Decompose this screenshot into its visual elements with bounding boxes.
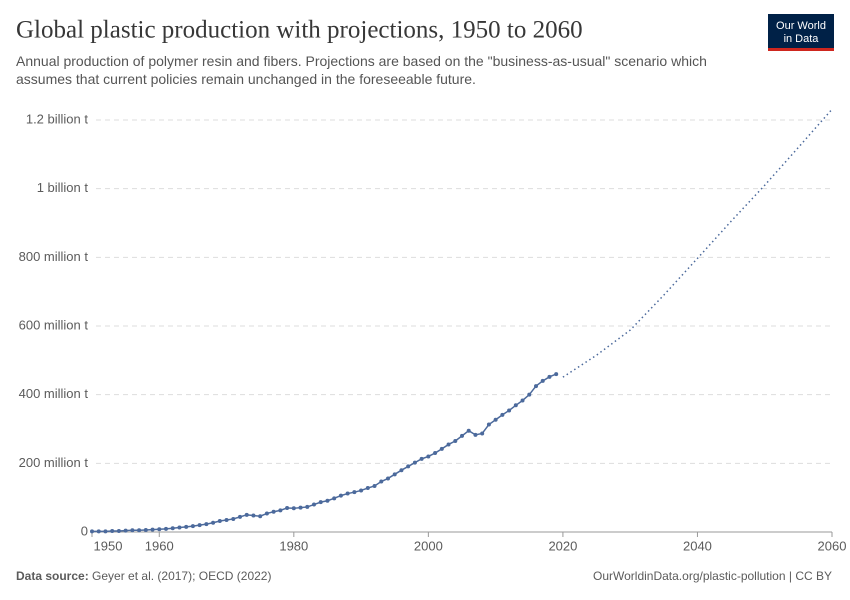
y-tick-label: 1.2 billion t	[26, 111, 89, 126]
data-point	[150, 527, 155, 532]
x-tick-label: 1980	[279, 538, 308, 553]
data-point	[90, 529, 94, 534]
data-point	[412, 460, 417, 465]
data-point	[271, 509, 276, 514]
logo-box	[768, 14, 834, 50]
data-point	[446, 442, 451, 447]
data-point	[534, 384, 538, 389]
data-point	[244, 512, 249, 517]
data-point	[507, 408, 512, 413]
data-point	[352, 490, 357, 495]
data-point	[473, 432, 478, 437]
data-point	[386, 476, 390, 481]
data-point	[453, 439, 458, 444]
series-line	[92, 373, 557, 533]
data-point	[365, 486, 370, 491]
source: Data source: Geyer et al. (2017); OECD (…	[16, 569, 271, 583]
data-point	[332, 496, 337, 501]
data-point	[217, 519, 222, 524]
data-point	[291, 506, 296, 511]
data-point	[554, 372, 559, 377]
data-point	[278, 508, 283, 513]
data-point	[480, 431, 485, 436]
data-point	[513, 403, 518, 408]
data-point	[130, 528, 135, 533]
logo-text: Our World	[776, 20, 826, 32]
data-point	[157, 527, 162, 532]
data-point	[116, 528, 121, 533]
data-point	[298, 505, 303, 510]
data-point	[426, 454, 431, 459]
data-point	[264, 511, 269, 516]
source-text: Geyer et al. (2017); OECD (2022)	[92, 569, 271, 583]
data-point	[325, 498, 330, 503]
x-tick-label: 2020	[548, 538, 577, 553]
data-point	[285, 505, 290, 510]
data-point	[305, 504, 310, 509]
logo-bar	[768, 48, 834, 51]
data-point	[547, 374, 552, 379]
data-point	[406, 464, 411, 469]
y-tick-label: 0	[81, 523, 88, 538]
data-point	[123, 528, 128, 533]
data-point	[527, 392, 532, 397]
data-point	[486, 422, 491, 427]
data-point	[392, 472, 397, 477]
data-point	[338, 493, 343, 498]
y-tick-label: 600 million t	[19, 317, 89, 332]
data-point	[466, 428, 471, 433]
data-point	[520, 398, 525, 403]
data-point	[170, 526, 175, 531]
data-point	[143, 527, 148, 532]
data-point	[110, 528, 115, 533]
x-tick-label: 2040	[683, 538, 712, 553]
data-point	[197, 523, 202, 528]
data-point	[184, 524, 189, 529]
data-point	[258, 514, 263, 519]
data-point	[460, 433, 464, 438]
data-point	[433, 451, 438, 456]
data-point	[211, 520, 216, 525]
data-point	[540, 378, 545, 383]
logo-text: in Data	[784, 33, 820, 45]
y-tick-label: 800 million t	[19, 249, 89, 264]
data-point	[399, 468, 404, 473]
data-point	[359, 488, 364, 493]
data-point	[164, 526, 168, 531]
x-tick-label: 1960	[145, 538, 174, 553]
data-point	[231, 516, 236, 521]
x-tick-label: 1950	[94, 538, 123, 553]
data-point	[238, 514, 242, 519]
data-point	[493, 417, 498, 422]
data-point	[103, 529, 108, 534]
x-tick-label: 2000	[414, 538, 443, 553]
data-point	[372, 483, 377, 488]
chart-title: Global plastic production with projectio…	[16, 17, 583, 44]
data-point	[224, 517, 229, 522]
data-point	[177, 525, 182, 530]
data-point	[96, 529, 101, 534]
credit: OurWorldinData.org/plastic-pollution | C…	[593, 569, 832, 583]
source-label: Data source:	[16, 569, 89, 583]
data-point	[318, 500, 323, 505]
data-point	[251, 513, 256, 518]
data-point	[312, 502, 316, 507]
data-point	[419, 456, 424, 461]
y-tick-label: 1 billion t	[37, 180, 89, 195]
data-point	[190, 524, 195, 529]
series-line	[562, 108, 833, 378]
y-tick-label: 400 million t	[19, 386, 89, 401]
chart-subtitle: Annual production of polymer resin and f…	[16, 53, 707, 87]
y-tick-label: 200 million t	[19, 455, 89, 470]
subtitle-box: Annual production of polymer resin and f…	[16, 53, 707, 87]
data-point	[379, 479, 384, 484]
data-point	[204, 522, 209, 527]
data-point	[137, 528, 142, 533]
x-tick-label: 2060	[818, 538, 847, 553]
data-point	[500, 412, 505, 417]
data-point	[345, 491, 350, 496]
data-point	[439, 446, 444, 451]
